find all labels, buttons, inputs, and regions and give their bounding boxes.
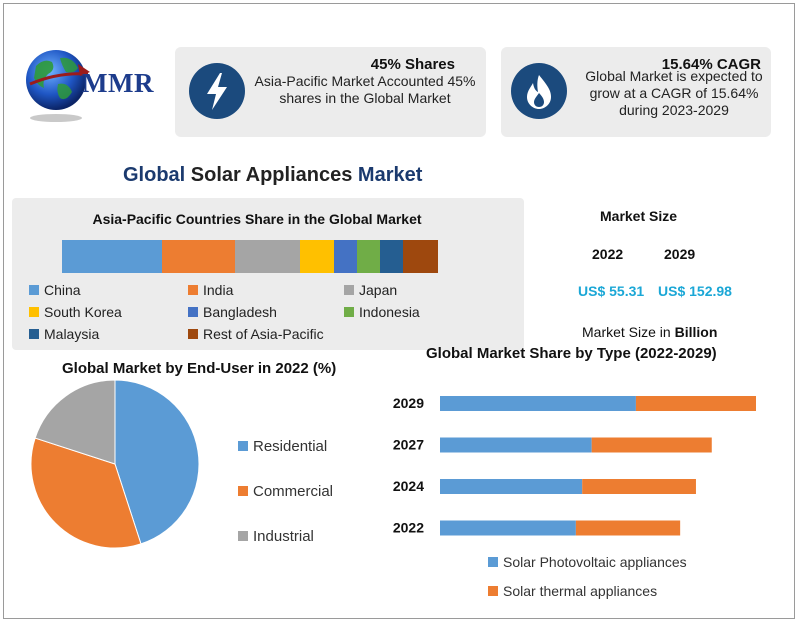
legend-rest-of-asia-pacific: Rest of Asia-Pacific [188, 326, 324, 342]
pie-legend-commercial: Commercial [238, 483, 333, 500]
type-share-chart-title: Global Market Share by Type (2022-2029) [426, 345, 717, 362]
legend-swatch [344, 307, 354, 317]
infographic-frame [3, 3, 795, 619]
bar-legend-photovoltaic: Solar Photovoltaic appliances [488, 554, 687, 570]
end-user-pie-chart [30, 379, 200, 549]
type-share-bar-chart: 2029 2027 2024 2022 [393, 395, 756, 536]
bar-2027-thermal [591, 437, 712, 453]
market-size-value-2029: US$ 152.98 [658, 283, 732, 299]
asia-pacific-panel: Asia-Pacific Countries Share in the Glob… [12, 198, 524, 350]
legend-swatch [238, 486, 248, 496]
legend-label: Malaysia [44, 326, 100, 342]
bar-2024-thermal [582, 479, 696, 494]
bar-segment-indonesia [357, 240, 381, 273]
legend-indonesia: Indonesia [344, 304, 420, 320]
pie-legend-industrial: Industrial [238, 528, 314, 545]
market-size-title: Market Size [600, 208, 678, 224]
legend-label: Rest of Asia-Pacific [203, 326, 324, 342]
market-size-value-2022: US$ 55.31 [578, 283, 645, 299]
bar-segment-bangladesh [334, 240, 358, 273]
legend-swatch [238, 531, 248, 541]
year-label-2029: 2029 [393, 395, 424, 411]
pie-slice-residential [114, 379, 200, 545]
pie-slice-industrial [34, 379, 116, 465]
globe-icon [26, 50, 90, 122]
brand-name: MMR [82, 68, 154, 98]
legend-label: China [44, 282, 81, 298]
page-title: Global Solar Appliances Market [123, 164, 422, 187]
mmr-logo: MMR [22, 44, 172, 124]
legend-swatch [29, 307, 39, 317]
bar-segment-india [161, 240, 235, 273]
legend-swatch [188, 307, 198, 317]
bar-2024-photovoltaic [440, 479, 583, 494]
market-size-unit: Market Size in Billion [582, 324, 717, 340]
bar-segment-rest-of-asia-pacific [403, 240, 438, 273]
legend-label: Bangladesh [203, 304, 277, 320]
unit-label: Billion [674, 324, 718, 340]
legend-japan: Japan [344, 282, 397, 298]
stat-box-cagr: 15.64% CAGR Global Market is expected to… [501, 47, 771, 137]
stat-cagr-head: 15.64% CAGR [661, 56, 761, 73]
asia-pacific-chart-title: Asia-Pacific Countries Share in the Glob… [92, 211, 422, 227]
legend-swatch [344, 285, 354, 295]
stat-cagr-text: Global Market is expected to grow at a C… [585, 68, 763, 118]
title-part-market: Market [357, 164, 423, 186]
legend-swatch [188, 285, 198, 295]
legend-label: India [203, 282, 234, 298]
legend-swatch [488, 557, 498, 567]
legend-india: India [188, 282, 233, 298]
year-label-2024: 2024 [393, 478, 424, 494]
legend-swatch [488, 586, 498, 596]
market-size-year-2029: 2029 [664, 246, 696, 262]
pie-legend-residential: Residential [238, 438, 327, 455]
bar-segment-china [62, 240, 162, 273]
legend-swatch [238, 441, 248, 451]
legend-label: Commercial [253, 483, 334, 500]
market-size-year-2022: 2022 [592, 246, 624, 262]
legend-label: Residential [253, 438, 328, 455]
year-label-2027: 2027 [393, 437, 424, 453]
legend-label: Indonesia [359, 304, 420, 320]
bar-segment-malaysia [380, 240, 404, 273]
bar-2027-photovoltaic [440, 437, 592, 453]
legend-swatch [29, 285, 39, 295]
legend-label: Industrial [253, 528, 314, 545]
legend-label: Solar Photovoltaic appliances [503, 554, 687, 570]
title-part-product: Solar Appliances [190, 164, 353, 186]
bar-2022-photovoltaic [440, 520, 576, 536]
bar-legend-thermal: Solar thermal appliances [488, 583, 657, 599]
flame-icon [511, 63, 567, 119]
end-user-chart-title: Global Market by End-User in 2022 (%) [62, 360, 337, 377]
legend-swatch [29, 329, 39, 339]
pie-slice-commercial [30, 437, 142, 549]
legend-malaysia: Malaysia [29, 326, 99, 342]
stat-share-head: 45% Shares [370, 56, 455, 73]
legend-label: Solar thermal appliances [503, 583, 658, 599]
legend-south-korea: South Korea [29, 304, 122, 320]
year-label-2022: 2022 [393, 520, 424, 536]
lightning-icon [189, 63, 245, 119]
bar-segment-south-korea [299, 240, 335, 273]
stat-share-text: Asia-Pacific Market Accounted 45% shares… [254, 73, 476, 106]
asia-pacific-stacked-bar [62, 240, 438, 273]
legend-china: China [29, 282, 81, 298]
bar-2029-photovoltaic [440, 396, 636, 411]
bar-segment-japan [234, 240, 300, 273]
bar-2022-thermal [575, 520, 681, 536]
legend-swatch [188, 329, 198, 339]
unit-prefix: Market Size in [582, 324, 671, 340]
stat-box-share: 45% Shares Asia-Pacific Market Accounted… [175, 47, 486, 137]
legend-label: Japan [359, 282, 398, 298]
bar-2029-thermal [635, 396, 756, 411]
legend-bangladesh: Bangladesh [188, 304, 277, 320]
legend-label: South Korea [44, 304, 122, 320]
title-part-global: Global [123, 164, 186, 186]
